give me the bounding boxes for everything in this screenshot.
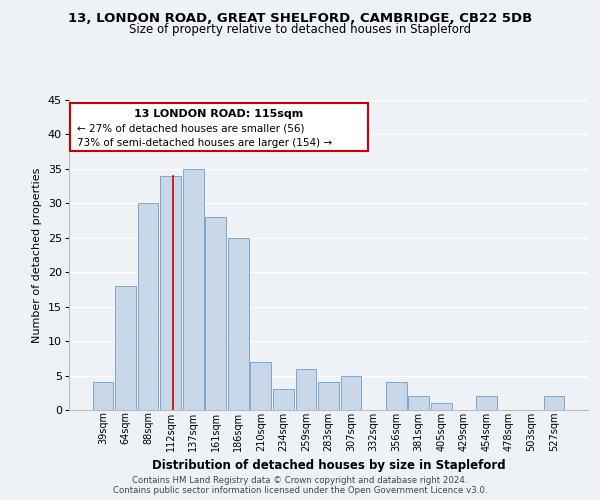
Bar: [386, 382, 407, 410]
Bar: [318, 382, 339, 410]
Bar: [92, 382, 113, 410]
Bar: [409, 396, 429, 410]
Bar: [137, 204, 158, 410]
Bar: [273, 390, 294, 410]
Bar: [228, 238, 248, 410]
Bar: [160, 176, 181, 410]
Bar: [296, 368, 316, 410]
Text: Contains HM Land Registry data © Crown copyright and database right 2024.: Contains HM Land Registry data © Crown c…: [132, 476, 468, 485]
Bar: [183, 169, 203, 410]
Bar: [115, 286, 136, 410]
Text: ← 27% of detached houses are smaller (56): ← 27% of detached houses are smaller (56…: [77, 123, 305, 133]
X-axis label: Distribution of detached houses by size in Stapleford: Distribution of detached houses by size …: [152, 459, 505, 472]
Y-axis label: Number of detached properties: Number of detached properties: [32, 168, 43, 342]
Bar: [250, 362, 271, 410]
Bar: [431, 403, 452, 410]
Text: Contains public sector information licensed under the Open Government Licence v3: Contains public sector information licen…: [113, 486, 487, 495]
Bar: [476, 396, 497, 410]
Text: 13 LONDON ROAD: 115sqm: 13 LONDON ROAD: 115sqm: [134, 108, 304, 118]
Bar: [544, 396, 565, 410]
Bar: [205, 217, 226, 410]
Text: 73% of semi-detached houses are larger (154) →: 73% of semi-detached houses are larger (…: [77, 138, 332, 148]
FancyBboxPatch shape: [70, 103, 368, 151]
Text: 13, LONDON ROAD, GREAT SHELFORD, CAMBRIDGE, CB22 5DB: 13, LONDON ROAD, GREAT SHELFORD, CAMBRID…: [68, 12, 532, 26]
Bar: [341, 376, 361, 410]
Text: Size of property relative to detached houses in Stapleford: Size of property relative to detached ho…: [129, 22, 471, 36]
